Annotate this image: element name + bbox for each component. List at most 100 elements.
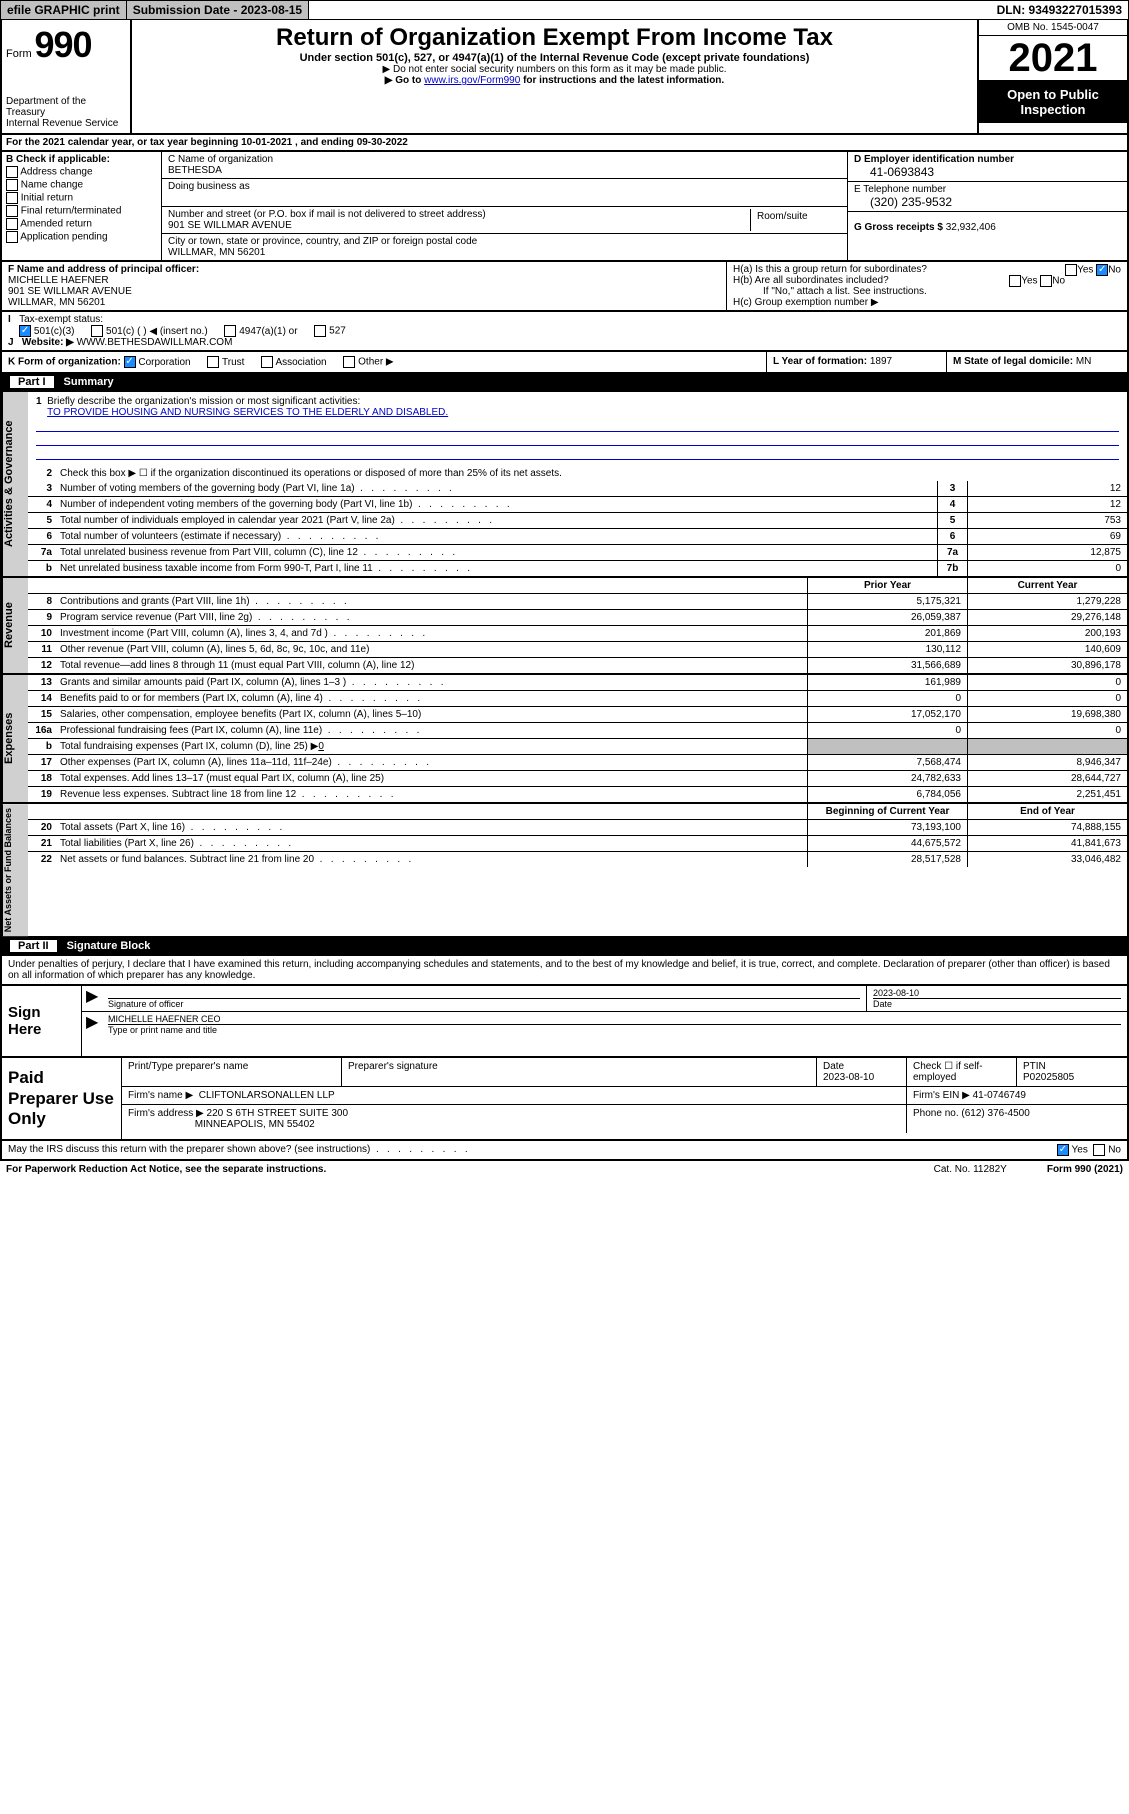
- prior-year-head: Prior Year: [807, 578, 967, 593]
- j-label: Website: ▶: [22, 337, 74, 348]
- k-label: K Form of organization:: [8, 357, 121, 368]
- website-val: WWW.BETHESDAWILLMAR.COM: [77, 337, 233, 348]
- irs-link[interactable]: www.irs.gov/Form990: [424, 75, 520, 86]
- col-b-checkboxes: B Check if applicable: Address change Na…: [2, 152, 162, 260]
- goto-pre: ▶ Go to: [385, 75, 424, 86]
- p20: 73,193,100: [807, 820, 967, 835]
- chk-corp[interactable]: ✓: [124, 356, 136, 368]
- prep-sig-lbl: Preparer's signature: [342, 1058, 817, 1086]
- header-title-block: Return of Organization Exempt From Incom…: [132, 20, 977, 133]
- c19: 2,251,451: [967, 787, 1127, 802]
- officer-city: WILLMAR, MN 56201: [8, 297, 105, 308]
- part2-title: Signature Block: [67, 940, 151, 952]
- c16a: 0: [967, 723, 1127, 738]
- p10: 201,869: [807, 626, 967, 641]
- c12: 30,896,178: [967, 658, 1127, 673]
- street-left: Number and street (or P.O. box if mail i…: [168, 209, 751, 231]
- goto-post: for instructions and the latest informat…: [520, 75, 724, 86]
- chk-assoc[interactable]: [261, 356, 273, 368]
- l2: Check this box ▶ ☐ if the organization d…: [56, 466, 1127, 481]
- p19: 6,784,056: [807, 787, 967, 802]
- chk-amended[interactable]: Amended return: [6, 218, 157, 230]
- chk-4947[interactable]: [224, 325, 236, 337]
- mission-text: TO PROVIDE HOUSING AND NURSING SERVICES …: [47, 407, 448, 418]
- dba-label: Doing business as: [168, 181, 841, 192]
- p18: 24,782,633: [807, 771, 967, 786]
- p8: 5,175,321: [807, 594, 967, 609]
- p16a: 0: [807, 723, 967, 738]
- firm-ein: Firm's EIN ▶ 41-0746749: [907, 1087, 1127, 1104]
- discuss-yesno: ✓ Yes No: [1057, 1144, 1121, 1156]
- v3: 12: [967, 481, 1127, 496]
- sign-here-label: Sign Here: [2, 986, 82, 1056]
- tax-status-row: I Tax-exempt status: ✓ 501(c)(3) 501(c) …: [2, 312, 1127, 350]
- summary-governance: Activities & Governance 1 Briefly descri…: [0, 392, 1129, 578]
- line1-mission: 1 Briefly describe the organization's mi…: [28, 392, 1127, 466]
- l1-label: Briefly describe the organization's miss…: [47, 396, 360, 407]
- officer-name-cell: MICHELLE HAEFNER CEOType or print name a…: [102, 1012, 1127, 1037]
- header-right: OMB No. 1545-0047 2021 Open to Public In…: [977, 20, 1127, 133]
- period-text: For the 2021 calendar year, or tax year …: [2, 135, 412, 150]
- col-de: D Employer identification number 41-0693…: [847, 152, 1127, 260]
- chk-501c[interactable]: [91, 325, 103, 337]
- efile-label[interactable]: efile GRAPHIC print: [1, 1, 127, 19]
- chk-501c3[interactable]: ✓: [19, 325, 31, 337]
- p13: 161,989: [807, 675, 967, 690]
- l17: Other expenses (Part IX, column (A), lin…: [56, 755, 807, 770]
- gross-val: 32,932,406: [946, 222, 996, 233]
- chk-final-return[interactable]: Final return/terminated: [6, 205, 157, 217]
- l4: Number of independent voting members of …: [56, 497, 937, 512]
- l16b: Total fundraising expenses (Part IX, col…: [56, 739, 807, 754]
- col-c-org-info: C Name of organization BETHESDA Doing bu…: [162, 152, 847, 260]
- i-label: Tax-exempt status:: [19, 314, 103, 325]
- chk-discuss-yes[interactable]: ✓: [1057, 1144, 1069, 1156]
- chk-address-change[interactable]: Address change: [6, 166, 157, 178]
- c10: 200,193: [967, 626, 1127, 641]
- chk-other[interactable]: [343, 356, 355, 368]
- yes-label2: Yes: [1021, 276, 1037, 287]
- prep-selfemp: Check ☐ if self-employed: [907, 1058, 1017, 1086]
- dept-treasury: Department of the Treasury: [6, 96, 126, 118]
- paid-preparer-block: Paid Preparer Use Only Print/Type prepar…: [0, 1058, 1129, 1141]
- officer-sig-cell: Signature of officer: [102, 986, 867, 1011]
- org-name-box: C Name of organization BETHESDA: [162, 152, 847, 179]
- p14: 0: [807, 691, 967, 706]
- firm-name: Firm's name ▶ CLIFTONLARSONALLEN LLP: [122, 1087, 907, 1104]
- l6: Total number of volunteers (estimate if …: [56, 529, 937, 544]
- v6: 69: [967, 529, 1127, 544]
- chk-trust[interactable]: [207, 356, 219, 368]
- summary-netassets: Net Assets or Fund Balances Beginning of…: [0, 804, 1129, 938]
- c17: 8,946,347: [967, 755, 1127, 770]
- l7b: Net unrelated business taxable income fr…: [56, 561, 937, 576]
- prep-title: Paid Preparer Use Only: [2, 1058, 122, 1139]
- chk-app-pending[interactable]: Application pending: [6, 231, 157, 243]
- chk-527[interactable]: [314, 325, 326, 337]
- discuss-row: May the IRS discuss this return with the…: [0, 1141, 1129, 1161]
- ein-label: D Employer identification number: [854, 154, 1014, 165]
- section-bcdeg: B Check if applicable: Address change Na…: [0, 152, 1129, 262]
- l21: Total liabilities (Part X, line 26): [56, 836, 807, 851]
- tab-expenses: Expenses: [2, 675, 28, 802]
- section-fh: F Name and address of principal officer:…: [0, 262, 1129, 312]
- p15: 17,052,170: [807, 707, 967, 722]
- c14: 0: [967, 691, 1127, 706]
- sig-date-cell: 2023-08-10Date: [867, 986, 1127, 1011]
- form-number: 990: [34, 24, 91, 65]
- form-title: Return of Organization Exempt From Incom…: [142, 24, 967, 52]
- header-left: Form 990 Department of the Treasury Inte…: [2, 20, 132, 133]
- tax-year: 2021: [979, 36, 1127, 81]
- c22: 33,046,482: [967, 852, 1127, 867]
- c9: 29,276,148: [967, 610, 1127, 625]
- chk-name-change[interactable]: Name change: [6, 179, 157, 191]
- c18: 28,644,727: [967, 771, 1127, 786]
- c20: 74,888,155: [967, 820, 1127, 835]
- footer-line: For Paperwork Reduction Act Notice, see …: [0, 1161, 1129, 1178]
- l5: Total number of individuals employed in …: [56, 513, 937, 528]
- l20: Total assets (Part X, line 16): [56, 820, 807, 835]
- firm-addr: Firm's address ▶ 220 S 6TH STREET SUITE …: [122, 1105, 907, 1133]
- section-ij: I Tax-exempt status: ✓ 501(c)(3) 501(c) …: [0, 312, 1129, 352]
- chk-initial-return[interactable]: Initial return: [6, 192, 157, 204]
- chk-discuss-no[interactable]: [1093, 1144, 1105, 1156]
- c11: 140,609: [967, 642, 1127, 657]
- sig-arrow-icon: ▶: [82, 986, 102, 1011]
